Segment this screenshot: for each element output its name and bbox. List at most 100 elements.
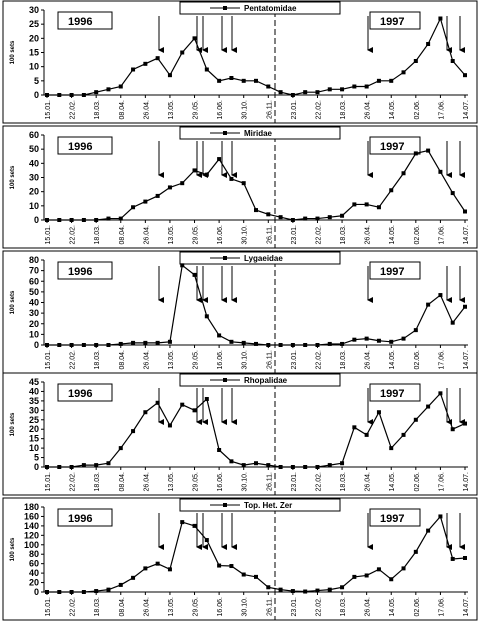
x-tick-label: 26.04. xyxy=(143,350,150,370)
point xyxy=(254,78,258,83)
x-tick-label: 17.06. xyxy=(438,225,445,245)
point xyxy=(389,577,394,582)
x-tick-label: 14.07. xyxy=(463,350,470,370)
point xyxy=(192,408,197,413)
y-tick-label: 5 xyxy=(34,453,39,463)
y-tick-label: 100 xyxy=(24,540,39,550)
point xyxy=(376,410,381,415)
y-tick-label: 60 xyxy=(29,130,39,140)
point xyxy=(389,188,394,193)
x-tick-label: 17.06. xyxy=(438,350,445,370)
y-tick-label: 20 xyxy=(29,424,39,434)
point xyxy=(401,566,406,571)
point xyxy=(376,78,381,83)
x-tick-label: 22.02. xyxy=(70,472,77,492)
point xyxy=(340,585,345,590)
point xyxy=(438,169,443,174)
legend-box xyxy=(179,126,341,140)
x-tick-label: 14.05. xyxy=(389,350,396,370)
x-tick-label: 17.06. xyxy=(438,472,445,492)
point xyxy=(217,448,222,452)
point xyxy=(94,343,99,347)
y-tick-label: 20 xyxy=(29,319,39,329)
y-axis-label: 100 sets xyxy=(10,290,16,314)
point xyxy=(376,205,381,210)
x-tick-label: 26.11. xyxy=(266,350,273,369)
y-tick-label: 0 xyxy=(34,340,39,350)
point xyxy=(340,213,345,218)
point xyxy=(167,339,172,344)
x-tick-label: 02.06. xyxy=(414,597,421,617)
x-tick-label: 29.05. xyxy=(193,350,200,370)
x-tick-label: 23.01. xyxy=(291,225,298,245)
x-tick-label: 08.04. xyxy=(119,472,126,492)
y-tick-label: 160 xyxy=(24,511,39,521)
x-tick-label: 30.10. xyxy=(242,597,249,617)
point xyxy=(180,50,185,55)
y-tick-label: 20 xyxy=(29,33,39,43)
x-tick-label: 23.01. xyxy=(291,100,298,120)
point xyxy=(192,523,197,528)
point xyxy=(340,461,345,466)
point xyxy=(315,343,320,347)
point xyxy=(254,208,258,213)
x-tick-label: 14.07. xyxy=(463,597,470,617)
point xyxy=(45,218,49,222)
x-tick-label: 29.05. xyxy=(193,225,200,245)
point xyxy=(118,341,123,346)
point xyxy=(303,589,308,594)
series-line xyxy=(47,515,466,593)
point xyxy=(352,337,357,342)
year-label: 1996 xyxy=(68,266,92,278)
point xyxy=(81,463,86,468)
x-tick-label: 15.01. xyxy=(45,597,52,617)
y-tick-label: 70 xyxy=(29,266,39,276)
y-tick-label: 15 xyxy=(29,48,39,58)
point xyxy=(327,463,332,468)
point xyxy=(241,181,246,186)
x-tick-label: 16.06. xyxy=(217,100,224,120)
point xyxy=(389,339,394,344)
point xyxy=(229,176,234,181)
y-tick-label: 80 xyxy=(29,255,39,265)
point xyxy=(364,573,369,578)
y-tick-label: 20 xyxy=(29,578,39,588)
point xyxy=(167,185,172,190)
point xyxy=(106,87,111,92)
point xyxy=(229,459,234,464)
x-tick-label: 22.02. xyxy=(70,225,77,245)
point xyxy=(364,432,369,437)
point xyxy=(278,215,283,220)
point xyxy=(266,463,271,468)
point xyxy=(118,216,123,221)
point xyxy=(438,514,443,519)
point xyxy=(266,585,271,590)
point xyxy=(278,90,283,95)
y-tick-label: 45 xyxy=(29,377,39,387)
x-tick-label: 15.01. xyxy=(45,225,52,245)
panel-frame xyxy=(2,0,478,124)
point xyxy=(57,465,62,469)
point xyxy=(155,193,160,198)
year-box xyxy=(369,261,421,280)
x-tick-label: 26.04. xyxy=(143,225,150,245)
y-tick-label: 40 xyxy=(29,158,39,168)
point xyxy=(401,70,406,75)
point xyxy=(167,423,172,428)
point xyxy=(118,582,123,587)
point xyxy=(315,216,320,221)
x-tick-label: 18.03. xyxy=(340,225,347,245)
y-tick-label: 120 xyxy=(24,530,39,540)
point xyxy=(389,446,394,451)
point xyxy=(426,528,431,533)
legend-marker xyxy=(223,503,227,507)
point xyxy=(290,93,295,97)
x-tick-label: 30.10. xyxy=(242,350,249,370)
point xyxy=(180,402,185,407)
y-tick-label: 10 xyxy=(29,443,39,453)
point xyxy=(69,218,74,222)
year-box xyxy=(369,383,421,402)
point xyxy=(131,205,136,210)
point xyxy=(463,73,467,78)
